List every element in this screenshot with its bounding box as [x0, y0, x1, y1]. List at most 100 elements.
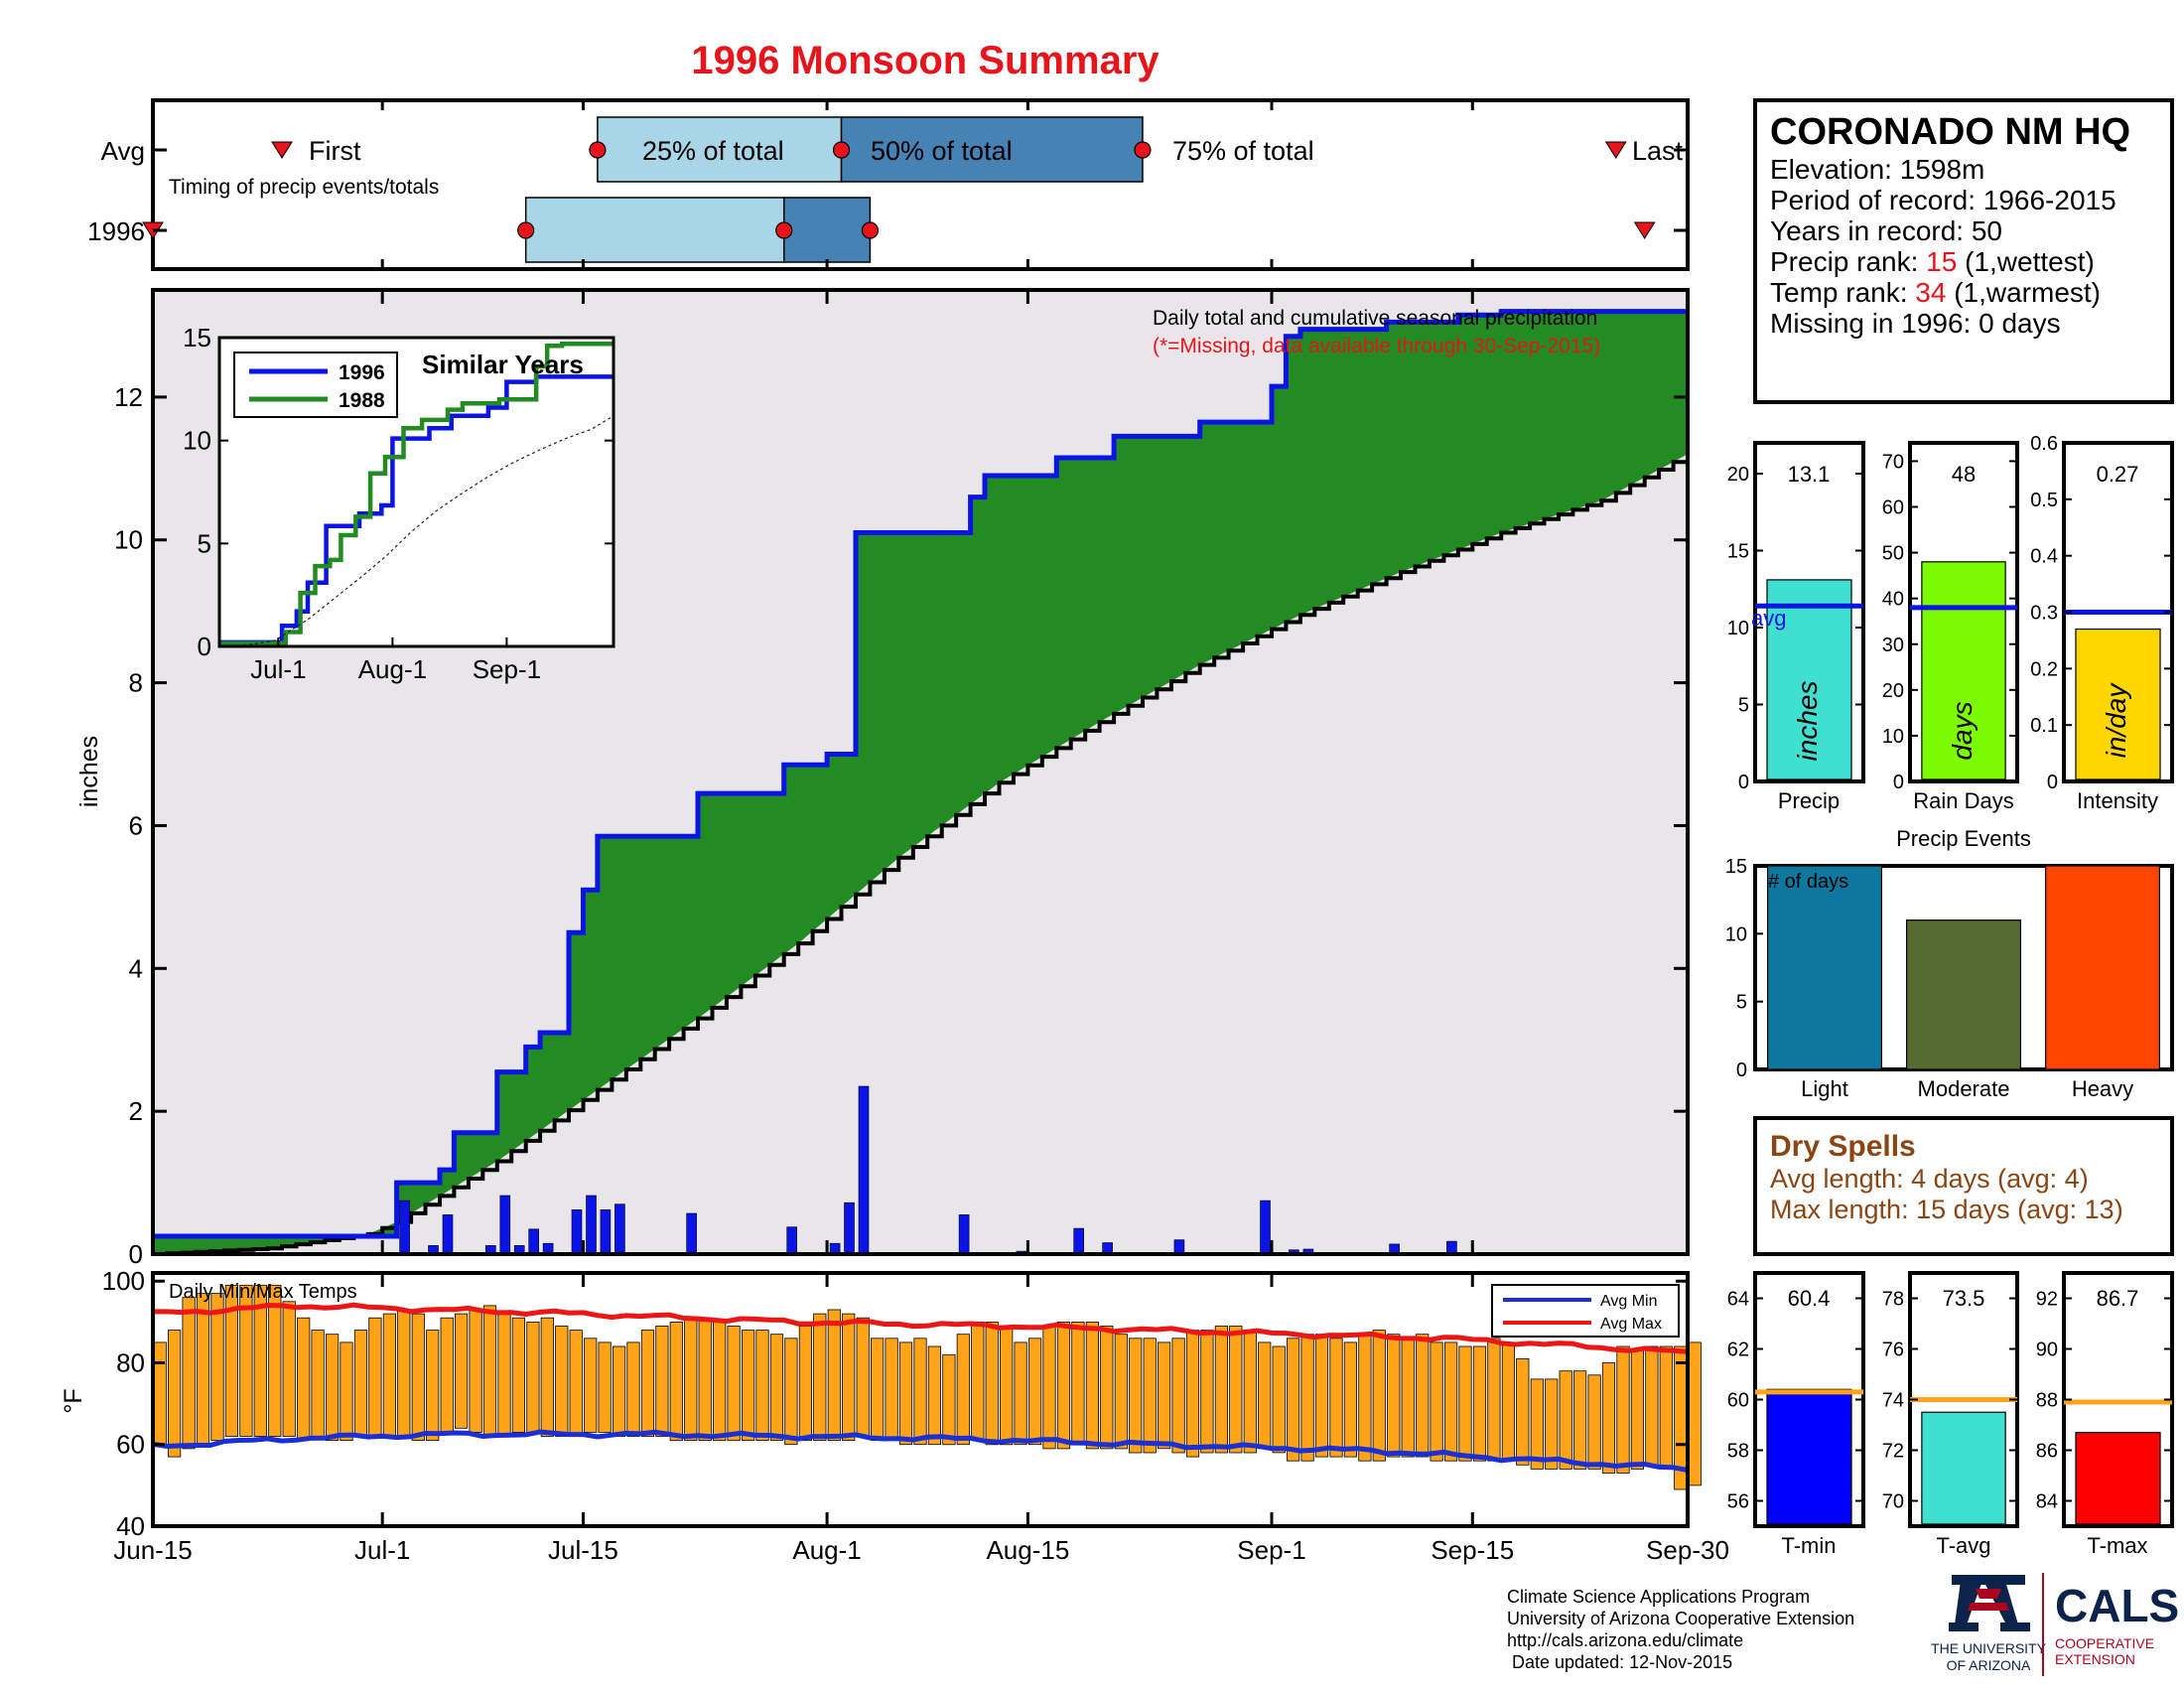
- dry-spells-title: Dry Spells: [1770, 1130, 1916, 1163]
- events-category-label: Light: [1801, 1076, 1848, 1101]
- daily-temp-bar: [511, 1317, 526, 1433]
- daily-temp-bar: [742, 1330, 755, 1441]
- intensity-panel-y-tick-label: 0.4: [2030, 546, 2058, 568]
- station-years: Years in record: 50: [1770, 215, 2002, 246]
- date-axis: Jun-15 Jul-1 Jul-15 Aug-1 Aug-15 Sep-1 Sep-15 S…: [113, 100, 1729, 1565]
- university-of-arizona-logo: THE UNIVERSITY OF ARIZONA: [1931, 1575, 2047, 1673]
- daily-temp-bar: [898, 1341, 913, 1446]
- daily-precip-bar: [1073, 1227, 1084, 1255]
- temp-legend-max-label: Avg Max: [1600, 1316, 1662, 1333]
- daily-temp-bar: [1185, 1330, 1200, 1458]
- tmin-panel-bar: [1766, 1388, 1852, 1525]
- daily-temp-bar: [1343, 1341, 1357, 1458]
- daily-temp-bar: [555, 1326, 569, 1437]
- tavg-panel-y-tick-label: 74: [1882, 1390, 1904, 1412]
- footer-line-4: Date updated: 12-Nov-2015: [1507, 1652, 1732, 1672]
- daily-temp-bar: [713, 1322, 727, 1442]
- daily-temp-bar: [1300, 1334, 1314, 1462]
- daily-temp-bar: [1114, 1334, 1128, 1450]
- daily-temp-bar: [1458, 1345, 1472, 1462]
- daily-precip-bar: [1173, 1239, 1185, 1255]
- cumulative-1996-line: [153, 309, 1688, 1239]
- events-bar-heavy: [2045, 865, 2161, 1070]
- daily-temp-bar: [1501, 1341, 1515, 1462]
- precip-value: 13.1: [1788, 462, 1831, 487]
- intensity-panel-y-tick-label: 0: [2047, 772, 2058, 793]
- daily-precip-bar: [1260, 1199, 1271, 1255]
- precip-rank-value: 15: [1926, 246, 1957, 277]
- timing-25-label: 25% of total: [642, 136, 784, 166]
- rain-days-panel-y-tick-label: 40: [1882, 589, 1904, 611]
- inset-legend-1988-label: 1988: [339, 389, 385, 412]
- events-y-tick-label: 5: [1736, 992, 1747, 1014]
- inset-y-tick-label: 15: [183, 323, 211, 353]
- timing-box-50-75: [782, 197, 872, 263]
- dry-spells-max-length: Max length: 15 days (avg: 13): [1770, 1195, 2123, 1224]
- daily-precip-bar: [614, 1203, 625, 1255]
- ua-logo-a-left: [1955, 1581, 1982, 1624]
- timing-percentile-marker: [775, 221, 793, 239]
- daily-temp-bar: [1372, 1330, 1386, 1462]
- main-y-tick-label: 8: [129, 668, 143, 698]
- events-unit-note: # of days: [1768, 871, 1848, 893]
- above-average-fill: [153, 311, 1688, 1255]
- daily-temp-bar: [813, 1313, 827, 1441]
- intensity-value: 0.27: [2097, 462, 2139, 487]
- tavg-panel-y-tick-label: 72: [1882, 1441, 1904, 1463]
- dry-spells-frame: [1753, 1116, 2174, 1256]
- daily-temp-bar: [382, 1313, 397, 1437]
- events-bar-moderate: [1905, 919, 2021, 1070]
- daily-temp-bar: [282, 1301, 296, 1437]
- avg-max-line: [153, 1302, 1689, 1354]
- station-frame: [1753, 98, 2174, 404]
- precip-panel-y-tick-label: 10: [1727, 618, 1749, 639]
- timing-subtitle: Timing of precip events/totals: [169, 176, 439, 199]
- daily-temp-bar: [1430, 1341, 1443, 1462]
- daily-temp-bar: [913, 1338, 927, 1446]
- daily-temp-bar: [1100, 1326, 1114, 1450]
- daily-temp-bar: [1630, 1349, 1644, 1470]
- ua-logo-a-foot-left: [1949, 1622, 1979, 1631]
- timing-box-25-50: [597, 116, 843, 183]
- timing-first-last-marker: [1604, 141, 1627, 159]
- daily-temp-bar: [268, 1284, 282, 1437]
- timing-75-label: 75% of total: [1172, 136, 1314, 166]
- timing-first-last-marker: [1633, 221, 1656, 239]
- precip-panel-y-tick-label: 20: [1727, 464, 1749, 486]
- tavg-label: T-avg: [1936, 1533, 1990, 1558]
- precip-rank-label: Precip rank:: [1770, 246, 1926, 277]
- daily-temp-bar: [755, 1330, 769, 1441]
- timing-percentile-marker: [589, 141, 607, 159]
- daily-temp-bar: [497, 1313, 511, 1437]
- daily-temp-bar: [1573, 1370, 1587, 1470]
- station-period: Period of record: 1966-2015: [1770, 185, 2116, 215]
- precip-panel-y-tick-label: 5: [1738, 695, 1749, 717]
- precip-rank-suffix: (1,wettest): [1957, 246, 2094, 277]
- daily-temp-bar: [1028, 1338, 1042, 1446]
- daily-precip-bar: [786, 1226, 798, 1255]
- daily-temp-bar: [1314, 1334, 1329, 1458]
- daily-temp-bar: [598, 1341, 612, 1433]
- average-cumulative-line: [153, 454, 1690, 1256]
- x-tick-label: Jul-15: [548, 1535, 618, 1565]
- daily-temp-bar: [584, 1338, 598, 1433]
- main-y-tick-label: 2: [129, 1096, 143, 1126]
- daily-temp-bar: [397, 1309, 411, 1437]
- precip-events-panel: Precip Events Light Moderate Heavy 0 5 10 15 #…: [1725, 826, 2174, 1101]
- daily-temp-bar: [871, 1338, 885, 1442]
- tmax-label: T-max: [2087, 1533, 2147, 1558]
- ua-logo-a-foot-right: [2000, 1622, 2030, 1631]
- x-tick-label: Sep-30: [1646, 1535, 1729, 1565]
- events-y-tick-label: 10: [1725, 923, 1747, 945]
- daily-precip-bar: [686, 1212, 697, 1255]
- daily-temp-bar: [784, 1338, 798, 1446]
- daily-temp-bar: [182, 1297, 196, 1450]
- precip-unit: inches: [1792, 681, 1823, 762]
- precip-panel-bar: [1766, 579, 1852, 780]
- inset-x-tick-label: Sep-1: [473, 654, 541, 684]
- inset-legend-1996-label: 1996: [339, 361, 385, 384]
- daily-precip-bar: [442, 1214, 454, 1255]
- daily-temp-bar: [426, 1330, 440, 1441]
- daily-temp-bar: [669, 1322, 683, 1442]
- tmax-value: 86.7: [2097, 1286, 2139, 1311]
